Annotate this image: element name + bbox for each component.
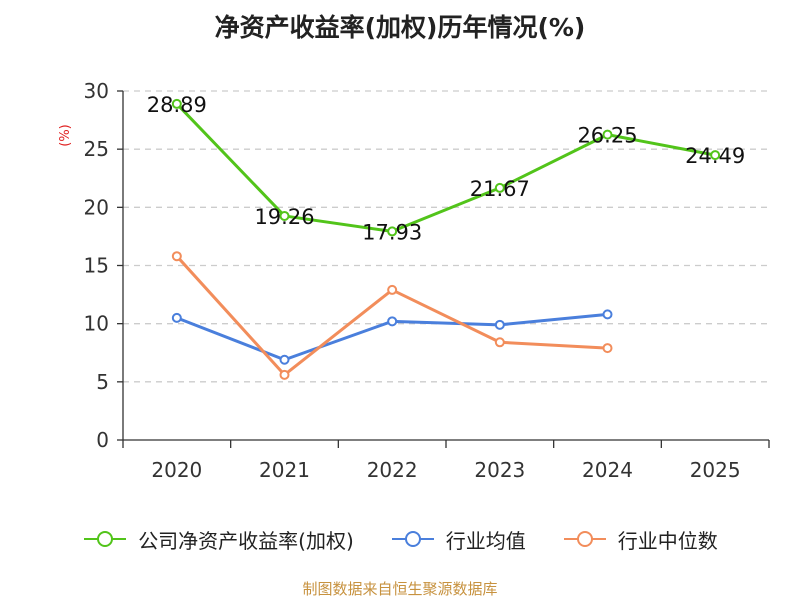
legend-marker-industry-mean [391,531,434,547]
data-label-0-2022: 17.93 [362,220,422,244]
data-point-2-2022 [387,284,398,295]
data-label-0-2021: 19.26 [254,205,314,229]
data-labels: 28.89 19.26 17.93 21.67 26.25 24.49 [147,93,745,245]
data-point-2-2024 [602,343,613,354]
data-point-0-2024 [602,129,613,140]
legend-item-industry-mean[interactable]: 行业均值 [390,525,526,554]
data-point-0-2025 [710,150,721,161]
legend-item-company-roe[interactable]: 公司净资产收益率(加权) [82,525,354,554]
data-point-2-2020 [171,251,182,262]
y-tick-label-15: 15 [84,254,109,278]
legend-marker-company-roe [84,531,127,547]
y-tick-label-25: 25 [84,137,109,161]
series-1 [171,309,613,365]
data-label-0-2023: 21.67 [470,177,530,201]
data-point-1-2024 [602,309,613,320]
series-line-2 [175,255,608,377]
series-layer [171,98,721,380]
x-tick-label-2022: 2022 [367,458,418,482]
grid-lines [123,90,769,383]
data-label-0-2024: 26.25 [577,124,637,148]
data-point-0-2022 [387,226,398,237]
legend-marker-industry-median [563,531,606,547]
data-point-1-2021 [279,354,290,365]
series-line-0 [175,102,716,233]
y-tick-label-30: 30 [84,79,109,103]
x-tick-label-2025: 2025 [690,458,741,482]
x-tick-label-2020: 2020 [151,458,202,482]
data-point-0-2023 [494,182,505,193]
legend-label-company-roe: 公司净资产收益率(加权) [138,528,354,553]
data-point-1-2022 [387,316,398,327]
chart-title: 净资产收益率(加权)历年情况(%) [214,13,586,42]
legend: 公司净资产收益率(加权) 行业均值 行业中位数 [0,521,800,557]
legend-label-industry-mean: 行业均值 [445,528,526,553]
x-tick-label-2021: 2021 [259,458,310,482]
series-2 [171,251,613,380]
x-tick-label-2023: 2023 [474,458,525,482]
series-0 [171,98,721,237]
legend-item-industry-median[interactable]: 行业中位数 [562,525,718,554]
x-tick-label-2024: 2024 [582,458,633,482]
data-label-0-2020: 28.89 [147,93,207,117]
legend-label-industry-median: 行业中位数 [617,528,718,553]
y-tick-label-0: 0 [96,428,109,452]
y-tick-label-20: 20 [84,195,109,219]
data-point-1-2023 [494,319,505,330]
data-source-note: 制图数据来自恒生聚源数据库 [302,580,498,598]
y-tick-label-5: 5 [96,370,109,394]
data-point-2-2021 [279,369,290,380]
data-point-2-2023 [494,337,505,348]
data-label-0-2025: 24.49 [685,144,745,168]
y-tick-label-10: 10 [84,312,109,336]
data-point-0-2020 [171,98,182,109]
data-point-0-2021 [279,210,290,221]
data-point-1-2020 [171,312,182,323]
